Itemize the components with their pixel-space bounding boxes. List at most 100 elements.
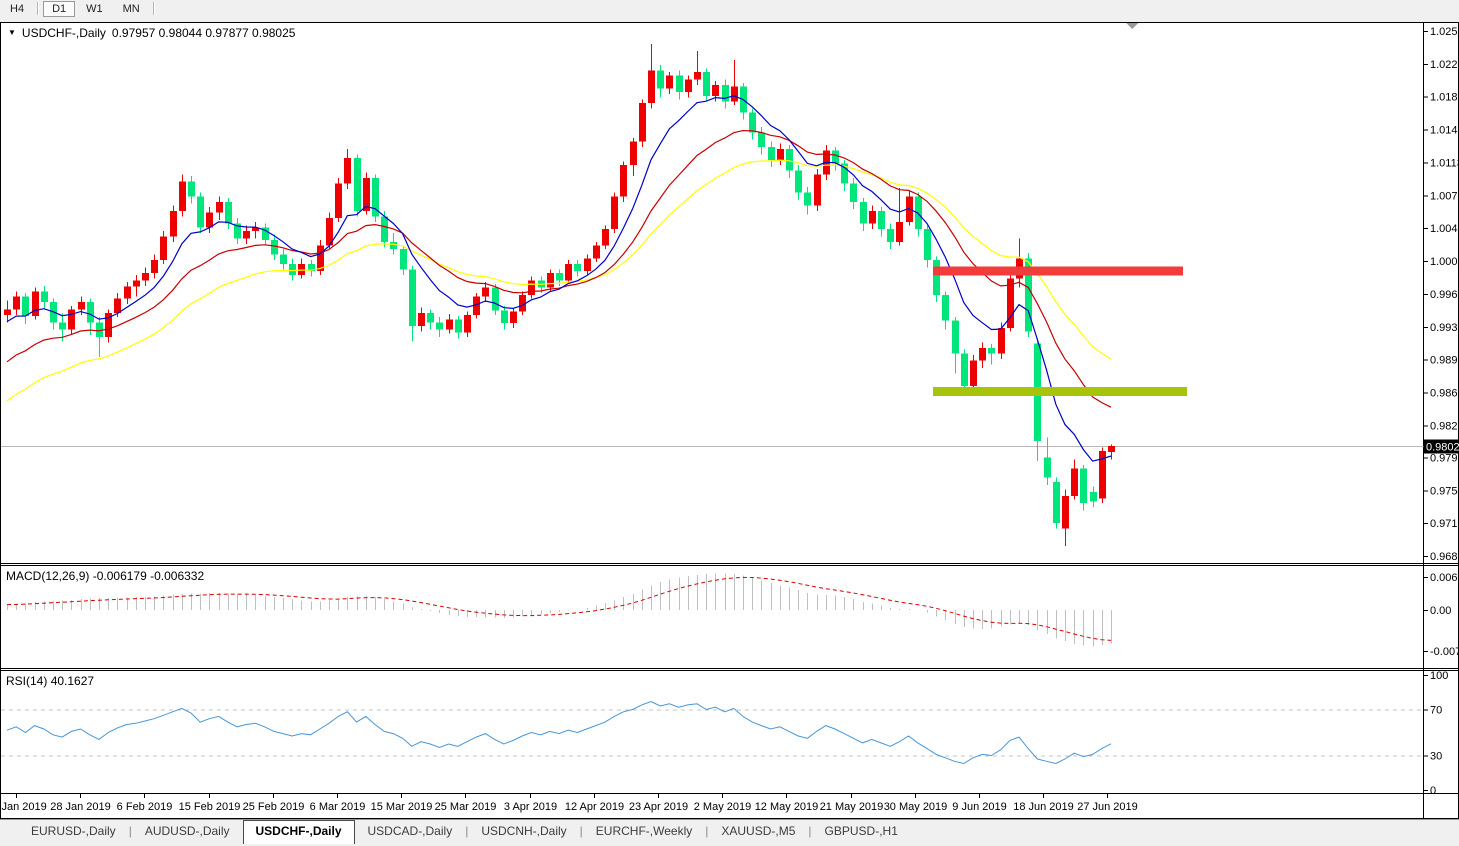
tab-separator: | <box>579 824 583 838</box>
chart-tab-eurusd[interactable]: EURUSD-,Daily <box>31 824 116 838</box>
chart-tab-bar: EURUSD-,Daily | AUDUSD-,Daily USDCHF-,Daily… <box>0 819 1459 846</box>
candle-body <box>344 157 351 184</box>
time-axis-label: 15 Feb 2019 <box>179 801 241 813</box>
tab-separator: | <box>705 824 709 838</box>
candle-body <box>271 240 278 255</box>
candle-body <box>289 263 296 275</box>
candle-body <box>68 309 75 330</box>
chart-tab-gbpusd[interactable]: GBPUSD-,H1 <box>824 824 898 838</box>
candle-body <box>722 84 729 102</box>
candle-body <box>878 210 885 230</box>
time-axis-label: 25 Mar 2019 <box>435 801 497 813</box>
candle-body <box>712 84 719 96</box>
rsi-axis-label: 30 <box>1430 751 1442 763</box>
candle-body <box>547 272 554 288</box>
chart-tab-audusd[interactable]: AUDUSD-,Daily <box>144 824 230 838</box>
candle-body <box>1062 495 1069 529</box>
time-axis-label: 25 Feb 2019 <box>243 801 305 813</box>
candle-body <box>786 148 793 171</box>
candle-body <box>335 183 342 219</box>
candle-body <box>602 229 609 246</box>
candle-body <box>252 227 259 231</box>
candle-body <box>768 146 775 160</box>
chart-shift-triangle-icon <box>1126 23 1138 29</box>
timeframe-button-h4[interactable]: H4 <box>10 2 25 15</box>
candle-body <box>298 263 305 275</box>
candle-body <box>381 216 388 242</box>
candle-body <box>942 294 949 321</box>
candle-body <box>225 201 232 224</box>
candle-body <box>924 229 931 261</box>
price-axis-label: 0.98970 <box>1430 355 1459 367</box>
price-axis-label: 1.01490 <box>1430 125 1459 137</box>
candle-body <box>528 280 535 295</box>
chart-tab-xauusd[interactable]: XAUUSD-,M5 <box>721 824 796 838</box>
candle-body <box>584 258 591 272</box>
resistance-line <box>933 266 1183 276</box>
time-axis-label: 15 Mar 2019 <box>371 801 433 813</box>
tab-separator: | <box>465 824 469 838</box>
current-price-marker-label: 0.98025 <box>1426 442 1459 454</box>
candle-body <box>363 178 370 211</box>
candle-body <box>933 260 940 295</box>
chart-tab-usdcnh[interactable]: USDCNH-,Daily <box>481 824 567 838</box>
candle-body <box>4 309 11 315</box>
candle-body <box>492 287 499 311</box>
price-axis-label: 0.99330 <box>1430 322 1459 334</box>
tab-separator: | <box>808 824 812 838</box>
candle-body <box>133 280 140 287</box>
time-axis-label: 28 Jan 2019 <box>50 801 111 813</box>
candle-body <box>436 322 443 330</box>
timeframe-button-mn[interactable]: MN <box>122 2 140 15</box>
price-axis-label: 0.97180 <box>1430 518 1459 530</box>
candle-body <box>243 230 250 239</box>
candle-body <box>998 327 1005 354</box>
candle-body <box>593 245 600 259</box>
rsi-axis-label: 100 <box>1430 670 1448 682</box>
candle-body <box>915 196 922 230</box>
tab-separator: | <box>128 824 132 838</box>
candle-body <box>142 272 149 281</box>
moving-average-mid <box>6 129 1112 408</box>
candle-body <box>262 227 269 241</box>
candle-body <box>482 287 489 297</box>
candle-body <box>22 296 29 316</box>
timeframe-button-w1[interactable]: W1 <box>86 2 103 15</box>
candle-body <box>197 196 204 228</box>
candle-body <box>1099 451 1106 499</box>
chart-background <box>1 23 1458 818</box>
candle-body <box>114 298 121 314</box>
price-axis-label: 1.00770 <box>1430 190 1459 202</box>
macd-axis-label: 0.00613 <box>1430 572 1459 584</box>
candle-body <box>354 157 361 211</box>
candle-body <box>952 320 959 354</box>
price-axis-label: 0.97900 <box>1430 452 1459 464</box>
timeframe-button-d1[interactable]: D1 <box>43 0 76 17</box>
price-axis-label: 1.02210 <box>1430 59 1459 71</box>
candle-body <box>464 314 471 333</box>
candle-body <box>639 103 646 142</box>
candle-body <box>749 112 756 133</box>
current-price-marker <box>1424 439 1459 454</box>
chart-tab-usdchf[interactable]: USDCHF-,Daily <box>242 820 355 844</box>
time-axis-label: 27 Jun 2019 <box>1077 801 1138 813</box>
candle-body <box>574 263 581 272</box>
candle-body <box>676 75 683 93</box>
candle-body <box>758 132 765 147</box>
candle-body <box>216 201 223 213</box>
candle-body <box>308 263 315 272</box>
candle-body <box>96 322 103 337</box>
candle-body <box>41 291 48 303</box>
candle-body <box>611 196 618 230</box>
candle-body <box>280 254 287 264</box>
price-axis-label: 0.97540 <box>1430 485 1459 497</box>
candle-body <box>151 260 158 273</box>
time-axis-label: 18 Jan 2019 <box>0 801 47 813</box>
macd-axis-label: -0.007612 <box>1430 646 1459 658</box>
candle-body <box>78 302 85 310</box>
candle-body <box>409 269 416 326</box>
chart-tab-eurchf[interactable]: EURCHF-,Weekly <box>595 824 693 838</box>
candle-body <box>1108 446 1115 453</box>
chart-tab-usdcad[interactable]: USDCAD-,Daily <box>367 824 453 838</box>
